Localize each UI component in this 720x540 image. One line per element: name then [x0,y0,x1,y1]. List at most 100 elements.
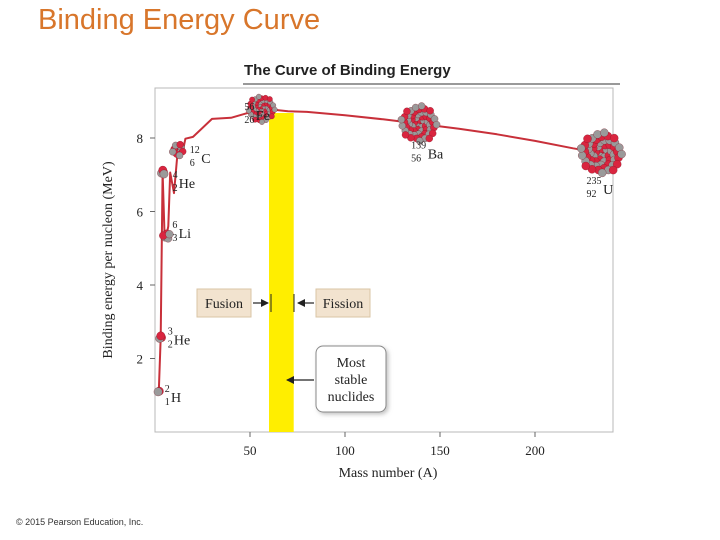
y-axis-label: Binding energy per nucleon (MeV) [101,161,116,359]
mass-number: 2 [165,384,170,395]
element-symbol: He [179,177,195,192]
nucleon [411,103,420,112]
nucleon [425,134,433,143]
nucleon [252,116,258,123]
element-symbol: Fe [256,109,270,124]
slide-title: Binding Energy Curve [38,4,321,36]
nucleon [581,161,590,171]
mass-number: 3 [168,327,173,338]
fusion-box [196,288,252,318]
nucleus-c-12 [169,140,187,160]
atomic-number: 56 [411,154,421,165]
nucleon [417,102,426,110]
nucleon [176,140,184,149]
nucleus-u-235 [577,128,626,178]
x-tick-label: 50 [244,443,257,458]
nucleon [583,134,592,143]
nucleon [598,168,607,178]
nucleon [613,160,622,169]
element-symbol: U [603,183,613,198]
nuclide-label-c-12: 12 6 C [190,145,211,169]
nucleon [156,331,166,341]
nucleon [617,149,626,159]
mass-number: 235 [587,176,602,187]
atomic-number: 2 [168,340,173,351]
atomic-number: 92 [587,189,597,200]
nuclide-label-fe-56: 56 26 Fe [244,102,269,126]
nucleon [600,128,609,137]
element-symbol: C [201,152,210,167]
fission-label: Fission [323,297,363,312]
x-tick-label: 100 [335,443,355,458]
nucleus-ba-139 [397,102,441,145]
nucleus-he-4 [157,165,169,179]
nucleon [153,387,163,397]
atomic-number: 6 [190,158,195,169]
mass-number: 12 [190,145,200,156]
stable-callout-line-1: Most [337,356,366,371]
fusion-label: Fusion [205,297,243,312]
nucleon [159,169,169,179]
nucleon [398,122,406,130]
stable-nuclides-callout: Most stable nuclides [286,345,387,413]
stable-callout-box [315,345,387,413]
y-tick-label: 2 [137,352,144,367]
nuclide-label-u-235: 235 92 U [587,176,614,200]
fission-box [315,288,371,318]
nucleon [259,119,265,125]
nucleon [609,165,618,175]
nuclide-label-he-4: 4 2 He [173,170,196,194]
nucleon [266,96,273,102]
stable-callout-line-3: nuclides [328,390,375,405]
nucleon [245,107,252,114]
nucleon [249,96,255,103]
nuclide-label-li-6: 6 3 Li [172,220,191,244]
nucleon [416,137,424,145]
mass-number: 56 [244,102,254,113]
nucleus-he-3 [155,331,166,343]
nucleon [432,120,441,129]
nucleon [165,230,174,239]
chart-title: The Curve of Binding Energy [244,62,451,79]
y-tick-label: 4 [137,278,144,293]
fusion-fission-annotation: Fusion Fission [196,288,371,318]
x-tick-label: 150 [430,443,450,458]
nuclide-label-he-3: 3 2 He [168,327,191,351]
x-axis-label: Mass number (A) [339,466,438,481]
nucleon [271,106,278,113]
mass-number: 139 [411,141,426,152]
element-symbol: He [174,334,190,349]
nuclide-label-h-2: 2 1 H [165,384,181,408]
element-symbol: Ba [428,148,444,163]
stable-callout-line-2: stable [335,373,368,388]
y-tick-label: 6 [137,205,144,220]
nucleon [268,113,275,120]
nucleus-li-6 [159,229,174,243]
axis-ticks: 50 100 150 200 2 4 6 8 [137,131,545,458]
nucleon [426,107,434,115]
y-tick-label: 8 [137,131,144,146]
nucleon [255,93,262,100]
nucleon [578,151,587,160]
nucleon [169,148,177,156]
mass-number: 4 [173,170,178,181]
nucleon [401,131,410,139]
nucleon [577,144,586,153]
element-symbol: H [171,391,181,406]
nucleon [429,129,437,138]
nucleon [403,107,411,115]
copyright-notice: © 2015 Pearson Education, Inc. [16,517,144,527]
atomic-number: 2 [173,183,178,194]
nucleus-h-2 [153,386,164,397]
stable-band [269,113,294,432]
nucleus-fe-56 [245,93,278,125]
nucleon [397,115,406,124]
nuclide-label-ba-139: 139 56 Ba [411,141,444,165]
element-symbol: Li [179,227,192,242]
atomic-number: 1 [165,397,170,408]
mass-number: 6 [172,220,177,231]
nuclei-group [153,93,626,397]
atomic-number: 26 [244,115,254,126]
nucleon [175,151,184,160]
